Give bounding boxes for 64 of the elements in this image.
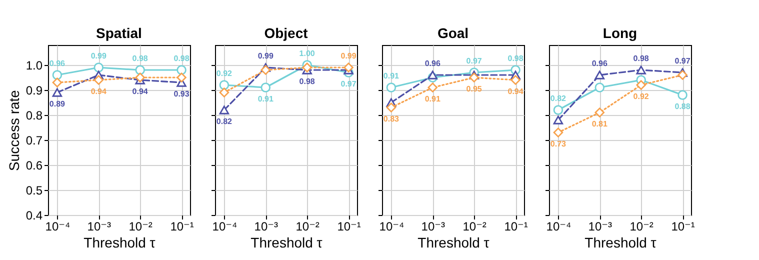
data-label: 0.98 bbox=[132, 54, 148, 63]
data-label: 0.94 bbox=[132, 87, 148, 96]
data-label: 0.99 bbox=[258, 52, 274, 60]
data-label: 0.91 bbox=[424, 94, 441, 104]
x-tick-label: 10⁻¹ bbox=[504, 220, 528, 234]
x-tick-label: 10⁻² bbox=[128, 220, 152, 234]
data-label: 0.95 bbox=[466, 84, 482, 94]
x-axis-title: Threshold τ bbox=[418, 234, 490, 250]
y-tick-label: 0.8 bbox=[26, 108, 43, 122]
x-tick-label: 10⁻³ bbox=[421, 220, 445, 234]
data-label: 0.96 bbox=[49, 59, 66, 68]
x-tick-label: 10⁻² bbox=[296, 220, 320, 234]
x-tick-label: 10⁻⁴ bbox=[379, 220, 404, 234]
x-tick-label: 10⁻¹ bbox=[337, 220, 361, 234]
x-tick-label: 10⁻³ bbox=[87, 220, 111, 234]
y-tick-label: 0.6 bbox=[26, 158, 43, 172]
y-tick-label: 0.7 bbox=[26, 134, 43, 148]
data-label: 0.92 bbox=[633, 92, 650, 101]
data-label: 0.97 bbox=[674, 56, 691, 66]
data-label: 0.73 bbox=[550, 140, 567, 148]
y-tick-label: 0.9 bbox=[26, 84, 43, 98]
data-label: 0.82 bbox=[216, 117, 233, 126]
data-label: 0.98 bbox=[174, 54, 190, 63]
data-label: 1.00 bbox=[299, 49, 316, 58]
data-label: 0.98 bbox=[508, 54, 524, 63]
x-tick-label: 10⁻² bbox=[462, 220, 486, 234]
x-tick-label: 10⁻³ bbox=[254, 220, 278, 234]
data-label: 0.94 bbox=[508, 87, 524, 96]
data-label: 0.96 bbox=[424, 59, 441, 68]
data-label: 0.91 bbox=[383, 72, 400, 80]
data-label: 0.89 bbox=[49, 100, 66, 108]
data-label: 0.82 bbox=[550, 94, 567, 103]
data-label: 0.92 bbox=[216, 69, 233, 78]
data-label: 0.98 bbox=[299, 77, 316, 86]
data-label: 0.91 bbox=[258, 94, 274, 104]
data-label: 0.98 bbox=[633, 54, 650, 63]
y-axis-title: Success rate bbox=[6, 90, 22, 171]
chart-title: Spatial bbox=[96, 25, 142, 41]
data-label: 0.88 bbox=[674, 102, 691, 111]
x-tick-label: 10⁻³ bbox=[588, 220, 612, 234]
chart-title: Goal bbox=[437, 25, 469, 41]
data-label: 0.81 bbox=[592, 120, 608, 128]
y-tick-label: 0.4 bbox=[26, 208, 43, 222]
x-tick-label: 10⁻⁴ bbox=[45, 220, 70, 234]
x-tick-label: 10⁻² bbox=[630, 220, 654, 234]
data-label: 0.99 bbox=[340, 52, 357, 60]
data-label: 0.99 bbox=[90, 52, 107, 60]
data-label: 0.97 bbox=[340, 80, 357, 88]
chart-title: Object bbox=[264, 25, 308, 41]
data-label: 0.83 bbox=[383, 114, 400, 124]
chart-title: Long bbox=[602, 25, 638, 41]
x-tick-label: 10⁻¹ bbox=[170, 220, 194, 234]
data-label: 0.93 bbox=[174, 90, 190, 98]
data-label: 0.94 bbox=[90, 87, 107, 96]
x-axis-title: Threshold τ bbox=[584, 234, 657, 250]
x-axis-title: Threshold τ bbox=[250, 234, 323, 250]
x-tick-label: 10⁻⁴ bbox=[212, 220, 238, 234]
x-tick-label: 10⁻⁴ bbox=[546, 220, 572, 234]
y-tick-label: 1.0 bbox=[26, 58, 43, 72]
data-label: 0.96 bbox=[592, 59, 608, 68]
x-axis-title: Threshold τ bbox=[84, 234, 156, 250]
y-tick-label: 0.5 bbox=[26, 184, 43, 198]
data-label: 0.97 bbox=[466, 56, 482, 66]
x-tick-label: 10⁻¹ bbox=[671, 220, 695, 234]
